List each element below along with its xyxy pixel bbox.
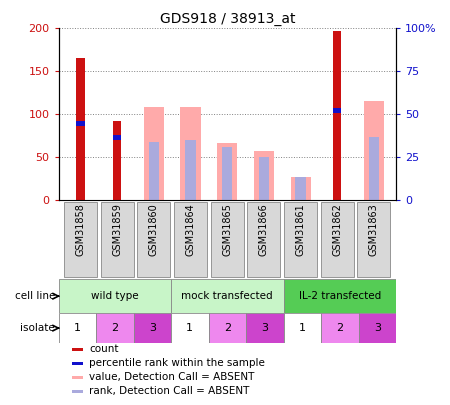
- Bar: [72, 348, 83, 351]
- Bar: [96, 313, 134, 343]
- Text: count: count: [89, 344, 118, 354]
- Bar: [246, 313, 284, 343]
- Bar: [333, 31, 342, 200]
- Bar: [113, 135, 121, 140]
- Bar: [321, 313, 359, 343]
- Bar: [72, 362, 83, 364]
- Bar: [208, 313, 246, 343]
- FancyBboxPatch shape: [137, 202, 171, 277]
- Bar: [171, 313, 208, 343]
- Text: 3: 3: [261, 323, 268, 333]
- Text: GSM31860: GSM31860: [149, 203, 159, 256]
- Text: GSM31861: GSM31861: [296, 203, 306, 256]
- Text: 3: 3: [374, 323, 381, 333]
- Title: GDS918 / 38913_at: GDS918 / 38913_at: [159, 12, 295, 26]
- Text: GSM31863: GSM31863: [369, 203, 379, 256]
- FancyBboxPatch shape: [101, 202, 134, 277]
- Text: wild type: wild type: [91, 291, 139, 301]
- Text: IL-2 transfected: IL-2 transfected: [299, 291, 381, 301]
- Text: 1: 1: [186, 323, 193, 333]
- Bar: [134, 313, 171, 343]
- Bar: [180, 107, 201, 200]
- Bar: [58, 279, 171, 313]
- Bar: [296, 177, 306, 200]
- Bar: [171, 279, 284, 313]
- Bar: [259, 157, 269, 200]
- Bar: [369, 137, 379, 200]
- Bar: [291, 177, 310, 200]
- Text: GSM31866: GSM31866: [259, 203, 269, 256]
- FancyBboxPatch shape: [174, 202, 207, 277]
- Text: GSM31862: GSM31862: [332, 203, 342, 256]
- Bar: [333, 108, 342, 113]
- Text: GSM31864: GSM31864: [185, 203, 196, 256]
- FancyBboxPatch shape: [248, 202, 280, 277]
- FancyBboxPatch shape: [284, 202, 317, 277]
- Bar: [58, 313, 96, 343]
- Bar: [364, 101, 384, 200]
- Bar: [254, 151, 274, 200]
- FancyBboxPatch shape: [211, 202, 244, 277]
- Text: isolate: isolate: [20, 323, 55, 333]
- Text: percentile rank within the sample: percentile rank within the sample: [89, 358, 265, 369]
- Text: cell line: cell line: [15, 291, 55, 301]
- Text: 1: 1: [299, 323, 306, 333]
- Bar: [113, 121, 121, 200]
- Bar: [76, 121, 85, 126]
- Text: GSM31858: GSM31858: [76, 203, 86, 256]
- Bar: [217, 143, 237, 200]
- Text: value, Detection Call = ABSENT: value, Detection Call = ABSENT: [89, 373, 254, 382]
- Bar: [284, 279, 396, 313]
- Bar: [185, 140, 196, 200]
- Text: 2: 2: [224, 323, 231, 333]
- Text: mock transfected: mock transfected: [181, 291, 273, 301]
- FancyBboxPatch shape: [321, 202, 354, 277]
- Bar: [72, 390, 83, 393]
- Text: 3: 3: [149, 323, 156, 333]
- Bar: [72, 376, 83, 379]
- Bar: [222, 147, 232, 200]
- Text: 1: 1: [74, 323, 81, 333]
- Bar: [144, 107, 164, 200]
- FancyBboxPatch shape: [64, 202, 97, 277]
- Text: rank, Detection Call = ABSENT: rank, Detection Call = ABSENT: [89, 386, 249, 396]
- Text: 2: 2: [111, 323, 118, 333]
- Bar: [149, 142, 159, 200]
- Bar: [76, 58, 85, 200]
- Bar: [284, 313, 321, 343]
- Text: GSM31859: GSM31859: [112, 203, 122, 256]
- FancyBboxPatch shape: [357, 202, 391, 277]
- Text: 2: 2: [336, 323, 343, 333]
- Bar: [359, 313, 396, 343]
- Text: GSM31865: GSM31865: [222, 203, 232, 256]
